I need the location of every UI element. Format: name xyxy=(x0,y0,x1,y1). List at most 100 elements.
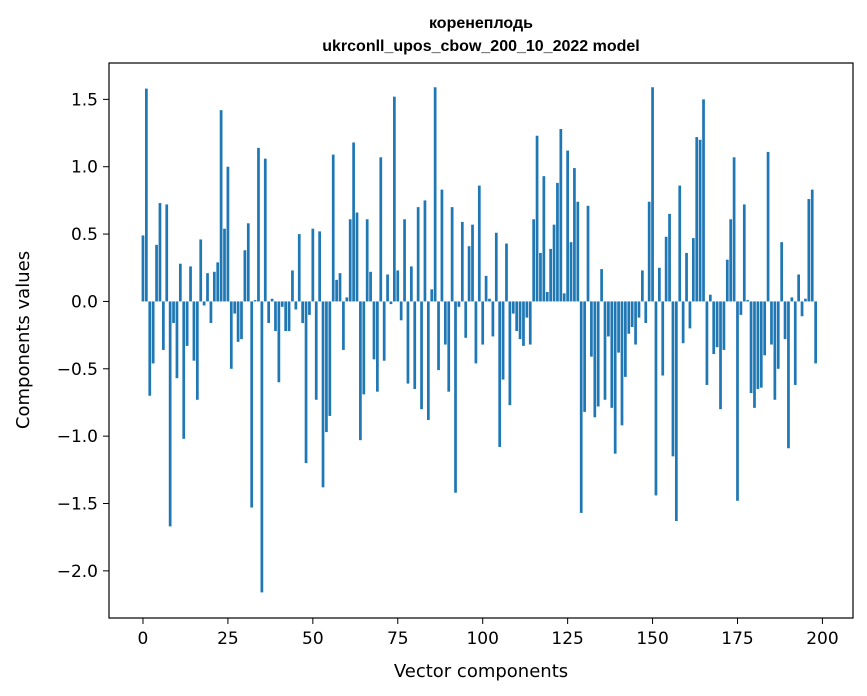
bar-component-187 xyxy=(776,301,780,369)
bar-component-168 xyxy=(712,301,716,354)
bar-component-197 xyxy=(810,189,814,302)
x-tick-label: 150 xyxy=(636,629,668,649)
bar-component-22 xyxy=(216,262,220,302)
bar-component-159 xyxy=(681,301,685,344)
bar-component-171 xyxy=(722,301,726,350)
bar-component-176 xyxy=(739,301,743,315)
bar-component-139 xyxy=(613,301,617,454)
bar-component-28 xyxy=(236,301,240,342)
bar-component-79 xyxy=(410,266,413,302)
bar-component-19 xyxy=(206,273,209,302)
bar-component-196 xyxy=(807,199,811,302)
bar-component-49 xyxy=(308,301,311,315)
bar-component-114 xyxy=(528,301,532,345)
bar-component-52 xyxy=(318,231,321,302)
bar-component-182 xyxy=(759,301,763,388)
bar-component-123 xyxy=(559,129,563,302)
y-tick-label: −1.5 xyxy=(57,494,98,514)
bar-component-128 xyxy=(576,201,580,302)
bar-component-27 xyxy=(233,301,237,314)
bar-component-136 xyxy=(603,301,607,400)
bar-component-96 xyxy=(467,246,471,302)
bar-component-34 xyxy=(257,147,260,302)
bar-component-46 xyxy=(297,234,301,302)
bar-component-149 xyxy=(647,201,651,302)
bar-component-75 xyxy=(396,270,400,302)
bars-group xyxy=(141,87,817,593)
bar-component-190 xyxy=(787,301,790,449)
bar-component-120 xyxy=(549,248,552,302)
bar-component-146 xyxy=(637,301,641,318)
bar-component-4 xyxy=(155,244,158,302)
bar-component-78 xyxy=(406,301,410,384)
bar-component-2 xyxy=(148,301,152,396)
bar-component-88 xyxy=(440,189,444,302)
bar-component-156 xyxy=(671,301,675,457)
x-tick-label: 100 xyxy=(466,629,498,649)
bar-component-16 xyxy=(195,301,199,400)
bar-component-91 xyxy=(450,207,454,302)
x-tick-label: 50 xyxy=(302,629,324,649)
bar-component-181 xyxy=(756,301,760,389)
bar-component-39 xyxy=(274,301,277,332)
bar-component-104 xyxy=(494,232,498,302)
bar-component-81 xyxy=(416,207,420,302)
bar-component-112 xyxy=(522,301,525,346)
bar-component-105 xyxy=(498,301,502,447)
bar-component-121 xyxy=(552,224,556,302)
bar-component-185 xyxy=(770,301,773,345)
bar-component-117 xyxy=(539,252,542,302)
bar-component-37 xyxy=(267,301,271,323)
bar-component-110 xyxy=(515,301,519,332)
bar-component-11 xyxy=(178,263,182,302)
bar-component-126 xyxy=(569,242,573,302)
bar-component-3 xyxy=(151,301,155,364)
bar-component-130 xyxy=(583,301,586,412)
bar-component-142 xyxy=(624,301,627,377)
bar-component-115 xyxy=(532,219,536,302)
bar-component-51 xyxy=(314,301,318,400)
bar-component-161 xyxy=(688,301,692,329)
bar-component-191 xyxy=(790,297,794,302)
bar-component-47 xyxy=(301,301,304,323)
bar-component-54 xyxy=(325,301,328,433)
bar-component-194 xyxy=(800,301,804,317)
bar-component-43 xyxy=(287,301,291,332)
bar-component-122 xyxy=(556,182,559,302)
bar-component-82 xyxy=(420,301,423,410)
bar-component-192 xyxy=(793,301,797,385)
x-tick-label: 125 xyxy=(551,629,583,649)
bar-component-55 xyxy=(328,301,332,416)
bar-component-30 xyxy=(243,250,247,302)
bar-component-74 xyxy=(393,96,396,302)
bar-component-106 xyxy=(501,301,505,380)
bar-component-170 xyxy=(719,301,722,410)
bar-component-66 xyxy=(365,219,369,302)
bar-component-64 xyxy=(359,301,362,441)
bar-component-99 xyxy=(477,185,481,302)
bar-component-97 xyxy=(471,224,474,302)
bar-component-8 xyxy=(168,301,172,527)
bar-component-5 xyxy=(158,203,162,302)
bar-component-32 xyxy=(250,301,254,508)
y-tick-label: 1.0 xyxy=(71,158,98,178)
bar-component-83 xyxy=(423,200,427,302)
bar-component-175 xyxy=(736,301,739,501)
x-tick-label: 0 xyxy=(138,629,149,649)
bar-component-169 xyxy=(715,301,719,348)
bar-component-113 xyxy=(525,301,529,318)
bar-component-23 xyxy=(219,110,223,302)
bar-component-198 xyxy=(814,301,817,364)
bar-component-63 xyxy=(355,212,359,302)
bar-component-60 xyxy=(345,297,349,302)
bar-component-132 xyxy=(590,301,593,357)
y-tick-label: −2.0 xyxy=(57,562,98,582)
bar-component-102 xyxy=(488,298,491,302)
bar-component-167 xyxy=(708,294,712,302)
bar-component-145 xyxy=(634,301,637,345)
bar-component-35 xyxy=(260,301,264,593)
bar-component-92 xyxy=(454,301,457,493)
bar-component-87 xyxy=(437,301,440,371)
bar-component-50 xyxy=(311,228,315,302)
